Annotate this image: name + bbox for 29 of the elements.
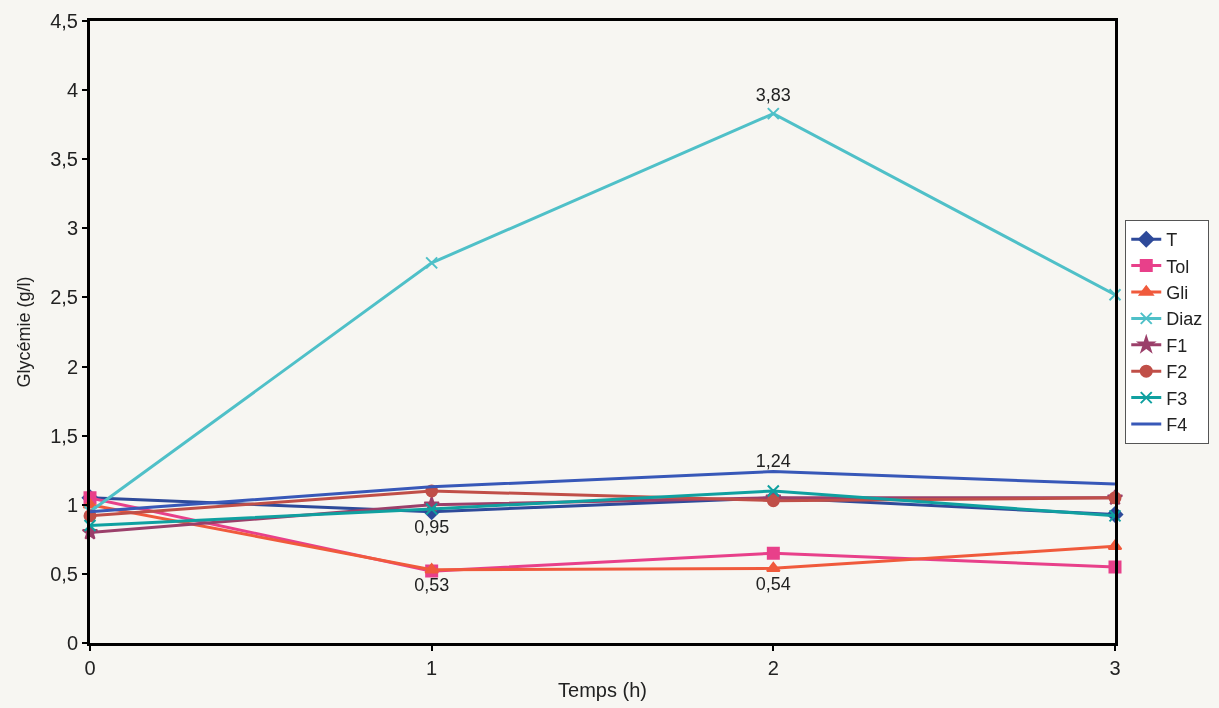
y-tick-label: 0	[66, 632, 78, 654]
y-tick-label: 1	[66, 493, 78, 516]
data-label: 0,95	[414, 517, 450, 538]
x-tick-label: 3	[1109, 657, 1121, 679]
y-tick-label: 1,5	[50, 424, 78, 447]
data-label: 1,24	[755, 451, 791, 472]
legend-label: T	[1166, 230, 1178, 251]
y-tick-label: 4,5	[50, 10, 78, 32]
legend-label: F2	[1166, 362, 1188, 383]
y-tick-label: 4	[66, 79, 78, 102]
legend-label: Diaz	[1166, 309, 1203, 330]
data-label: 0,53	[414, 575, 450, 596]
legend-label: Gli	[1166, 283, 1189, 304]
legend-label: F3	[1166, 388, 1188, 409]
legend-label: F1	[1166, 335, 1188, 356]
x-tick-label: 0	[84, 657, 96, 679]
y-tick-label: 0,5	[50, 562, 78, 585]
x-tick-label: 1	[426, 657, 438, 679]
y-axis-title: Glycémie (g/l)	[14, 276, 35, 388]
x-tick-label: 2	[767, 657, 779, 679]
y-tick-label: 2	[66, 355, 78, 378]
x-axis-title: Temps (h)	[558, 678, 647, 701]
legend-label: F4	[1166, 415, 1188, 436]
legend-label: Tol	[1166, 256, 1190, 277]
y-tick-label: 2,5	[50, 286, 78, 309]
y-tick-label: 3	[66, 217, 78, 240]
data-label: 3,83	[755, 85, 791, 106]
y-tick-label: 3,5	[50, 148, 78, 171]
data-label: 0,54	[755, 573, 791, 594]
